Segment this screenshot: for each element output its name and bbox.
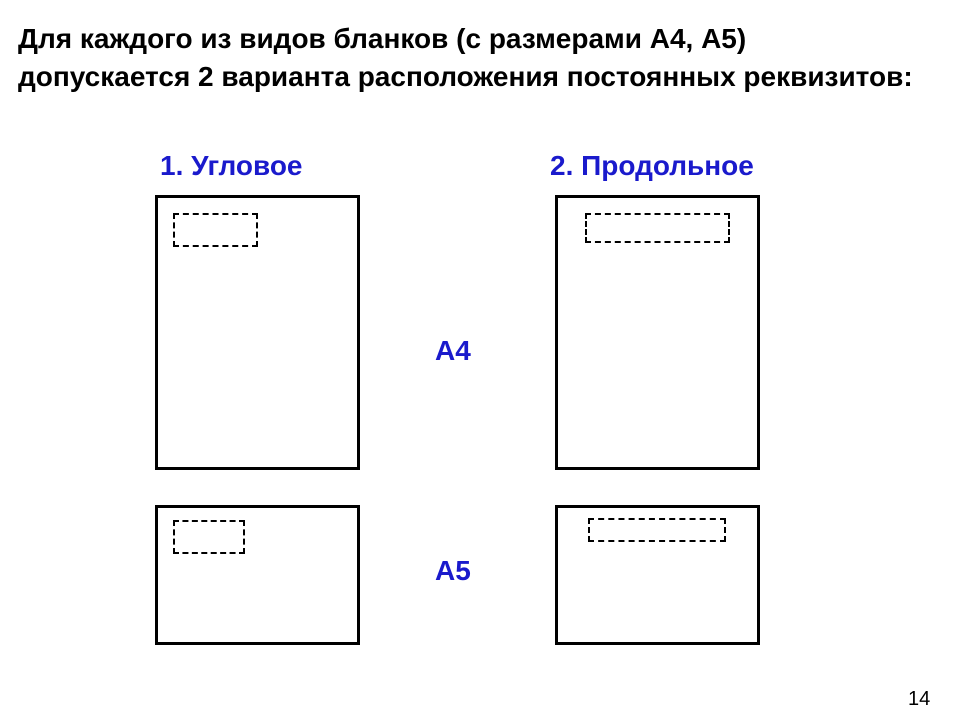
size-label-a5: А5 bbox=[435, 555, 471, 587]
size-label-a4: А4 bbox=[435, 335, 471, 367]
variant-label-longitudinal: 2. Продольное bbox=[550, 150, 754, 182]
slide-heading: Для каждого из видов бланков (с размерам… bbox=[18, 20, 918, 96]
sheet-a4-corner bbox=[155, 195, 360, 470]
page-number: 14 bbox=[908, 688, 930, 711]
sheet-a5-corner bbox=[155, 505, 360, 645]
requisite-zone-a4-longitudinal bbox=[585, 213, 730, 243]
sheet-a5-longitudinal bbox=[555, 505, 760, 645]
requisite-zone-a4-corner bbox=[173, 213, 258, 247]
requisite-zone-a5-longitudinal bbox=[588, 518, 726, 542]
sheet-a4-longitudinal bbox=[555, 195, 760, 470]
variant-label-corner: 1. Угловое bbox=[160, 150, 303, 182]
requisite-zone-a5-corner bbox=[173, 520, 245, 554]
